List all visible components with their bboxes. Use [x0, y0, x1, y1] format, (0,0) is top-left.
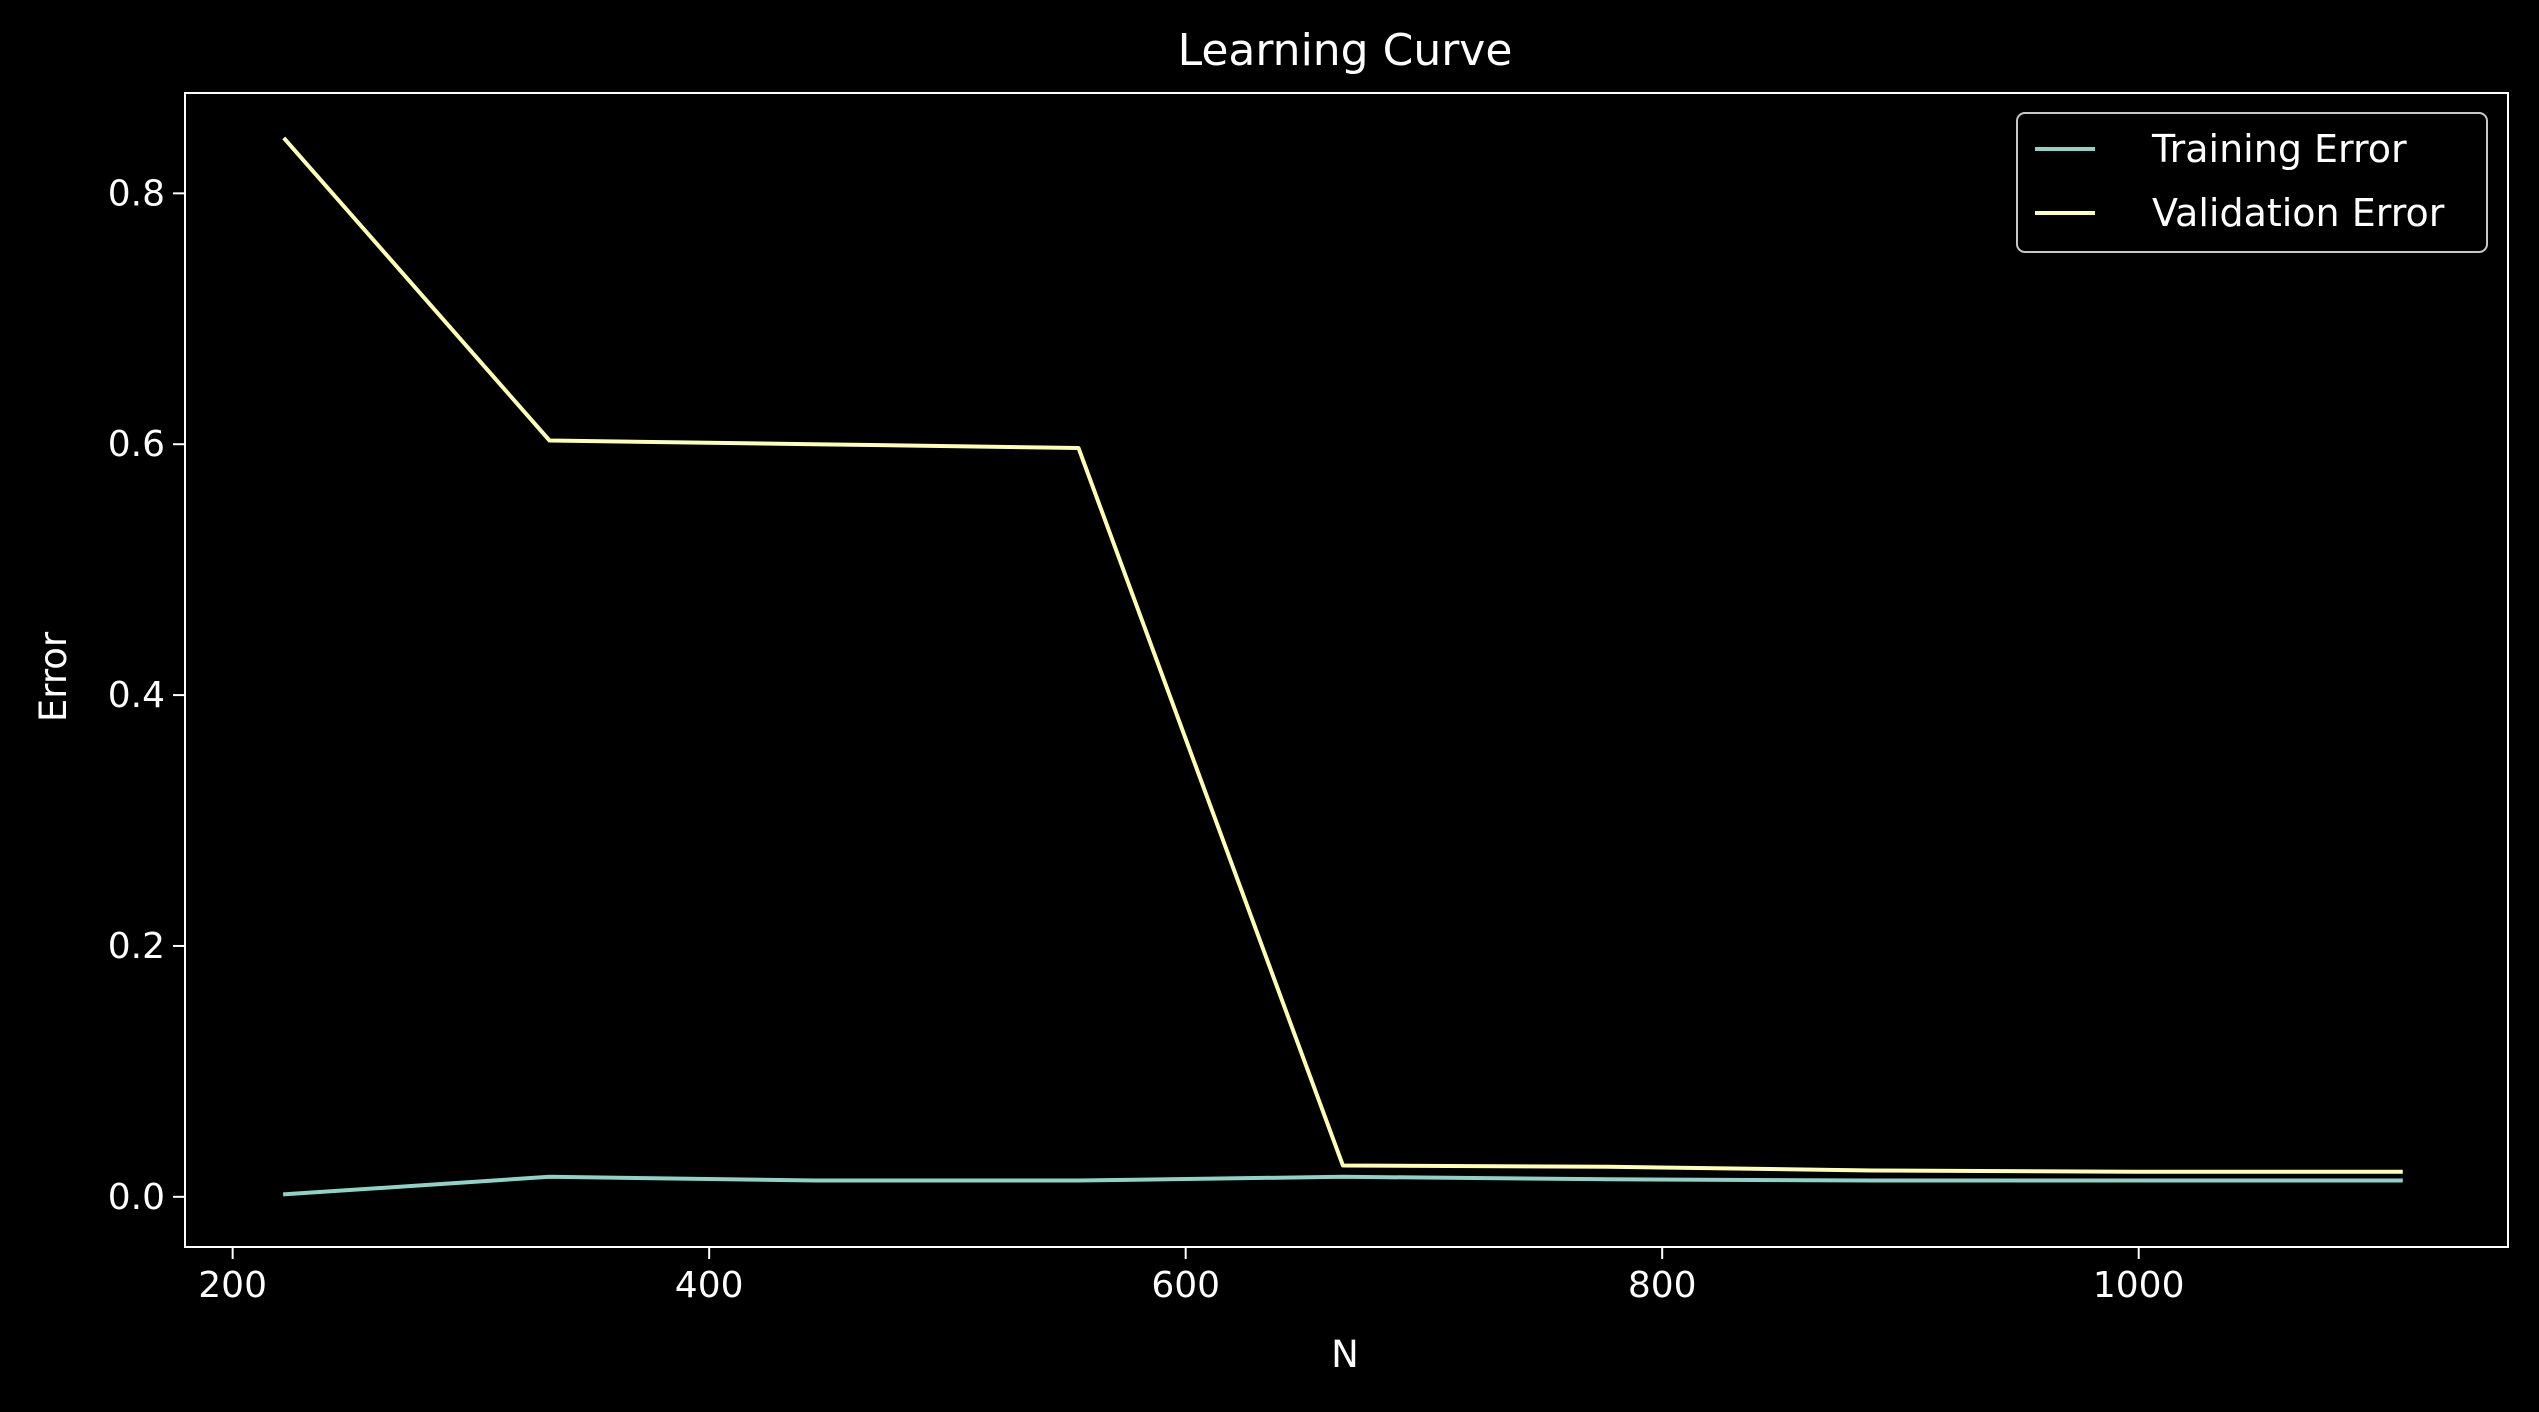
plot-frame: [184, 92, 2509, 1248]
x-tick-label: 800: [1628, 1265, 1697, 1306]
y-tick-label: 0.0: [108, 1177, 165, 1218]
chart-title: Learning Curve: [1178, 25, 1513, 76]
x-tick-label: 1000: [2093, 1265, 2185, 1306]
x-tick-label: 400: [675, 1265, 744, 1306]
legend-label: Training Error: [2151, 127, 2407, 171]
x-axis-label: N: [1331, 1333, 1359, 1376]
x-tick-label: 200: [198, 1265, 267, 1306]
y-tick-label: 0.4: [108, 675, 165, 716]
series-line-training-error: [282, 1174, 2403, 1197]
plot-area: 200 400 600 800 1000 0.0 0.2 0.4 0.6 0.8: [108, 92, 2509, 1306]
x-tick-label: 600: [1151, 1265, 1220, 1306]
y-axis-label: Error: [32, 631, 75, 722]
legend: Training Error Validation Error: [2016, 112, 2488, 253]
legend-box: [2016, 112, 2488, 253]
y-tick-label: 0.2: [108, 926, 165, 967]
series-line-validation-error: [282, 136, 2403, 1174]
y-tick-label: 0.6: [108, 424, 165, 465]
y-tick-label: 0.8: [108, 173, 165, 214]
legend-label: Validation Error: [2152, 191, 2445, 235]
